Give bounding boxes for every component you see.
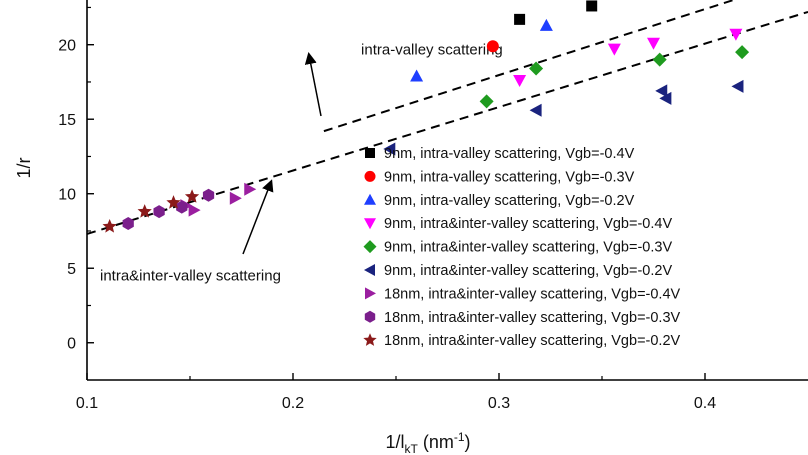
x-axis-label-unit-close: ) bbox=[465, 432, 471, 452]
data-point-series-8 bbox=[122, 217, 134, 231]
x-tick-label: 0.1 bbox=[76, 395, 98, 412]
data-point-series-3 bbox=[539, 18, 553, 31]
legend-marker-8 bbox=[364, 310, 376, 323]
legend-label-1: 9nm, intra-valley scattering, Vgb=-0.4V bbox=[384, 146, 635, 162]
data-point-series-8 bbox=[153, 205, 165, 219]
x-tick-label: 0.4 bbox=[694, 395, 716, 412]
data-point-series-7 bbox=[188, 203, 201, 217]
data-point-series-5 bbox=[479, 94, 494, 109]
data-point-series-1 bbox=[514, 13, 526, 25]
data-point-series-4 bbox=[513, 74, 527, 87]
data-point-series-4 bbox=[607, 43, 621, 56]
data-point-series-9 bbox=[102, 219, 117, 233]
x-tick-label: 0.2 bbox=[282, 395, 304, 412]
data-point-series-6 bbox=[529, 103, 542, 117]
data-point-series-7 bbox=[229, 191, 242, 205]
data-point-series-4 bbox=[647, 37, 660, 50]
annotations-group: intra-valley scattering intra&inter-valle… bbox=[100, 42, 503, 285]
legend-label-4: 9nm, intra&inter-valley scattering, Vgb=… bbox=[384, 216, 672, 232]
legend-label-5: 9nm, intra&inter-valley scattering, Vgb=… bbox=[384, 240, 672, 256]
legend-marker-7 bbox=[365, 287, 376, 300]
data-point-series-3 bbox=[410, 69, 424, 82]
data-point-series-8 bbox=[202, 188, 215, 202]
data-point-series-6 bbox=[659, 91, 672, 105]
x-axis-label-main: 1/l bbox=[385, 432, 404, 452]
legend-label-9: 18nm, intra&inter-valley scattering, Vgb… bbox=[384, 333, 681, 349]
data-point-series-6 bbox=[731, 79, 744, 93]
y-tick-label: 0 bbox=[67, 336, 76, 353]
annotation-intra-valley: intra-valley scattering bbox=[361, 42, 503, 59]
legend-label-8: 18nm, intra&inter-valley scattering, Vgb… bbox=[384, 310, 681, 326]
data-point-series-1 bbox=[586, 0, 598, 12]
data-point-series-5 bbox=[529, 61, 544, 76]
data-point-series-9 bbox=[184, 189, 200, 203]
data-point-series-5 bbox=[735, 45, 750, 60]
legend-label-3: 9nm, intra-valley scattering, Vgb=-0.2V bbox=[384, 193, 635, 209]
legend-marker-4 bbox=[364, 218, 376, 230]
legend-marker-3 bbox=[364, 193, 376, 205]
y-tick-label: 5 bbox=[67, 261, 76, 278]
legend: 9nm, intra-valley scattering, Vgb=-0.4V 9… bbox=[363, 146, 681, 349]
legend-marker-9 bbox=[363, 333, 377, 346]
legend-marker-6 bbox=[364, 264, 375, 276]
data-point-series-9 bbox=[166, 195, 181, 209]
y-tick-label: 20 bbox=[58, 38, 76, 55]
y-axis-label: 1/r bbox=[14, 157, 34, 178]
legend-marker-5 bbox=[363, 240, 377, 254]
data-point-series-8 bbox=[176, 200, 188, 214]
annotation-intra-inter-valley: intra&inter-valley scattering bbox=[100, 268, 281, 285]
data-point-series-7 bbox=[244, 182, 257, 196]
legend-label-7: 18nm, intra&inter-valley scattering, Vgb… bbox=[384, 286, 681, 302]
x-axis-label-unit-sup: -1 bbox=[454, 430, 465, 444]
annotation-arrow-intra-inter-valley bbox=[242, 179, 274, 255]
x-axis-label: 1/lkT (nm-1) bbox=[385, 430, 470, 455]
x-tick-label: 0.3 bbox=[488, 395, 510, 412]
data-point-series-4 bbox=[729, 28, 743, 41]
legend-label-6: 9nm, intra&inter-valley scattering, Vgb=… bbox=[384, 263, 672, 279]
legend-marker-2 bbox=[364, 170, 376, 182]
legend-marker-1 bbox=[365, 148, 375, 158]
data-point-series-6 bbox=[655, 84, 668, 98]
annotation-arrow-intra-valley bbox=[304, 52, 322, 117]
axes-group: 0.1 0.2 0.3 0.4 0 5 10 15 20 bbox=[58, 0, 808, 412]
legend-label-2: 9nm, intra-valley scattering, Vgb=-0.3V bbox=[384, 169, 635, 185]
data-point-series-5 bbox=[652, 52, 667, 67]
y-tick-label: 10 bbox=[58, 187, 76, 204]
data-point-series-9 bbox=[137, 204, 152, 218]
y-tick-label: 15 bbox=[58, 112, 76, 129]
data-points-group bbox=[102, 0, 750, 233]
fit-line bbox=[323, 0, 737, 133]
x-axis-label-unit-open: (nm bbox=[418, 432, 454, 452]
x-axis-label-sub: kT bbox=[405, 442, 419, 455]
data-point-series-2 bbox=[486, 40, 499, 53]
data-point-series-6 bbox=[383, 142, 396, 156]
